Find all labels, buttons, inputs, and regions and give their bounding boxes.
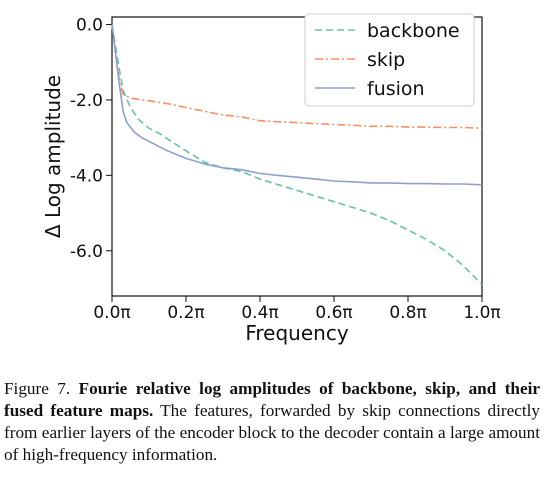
y-axis-ticks: 0.0 -2.0 -4.0 -6.0: [70, 16, 112, 262]
y-tick-label: 0.0: [76, 16, 103, 36]
x-tick-label: 0.4π: [241, 303, 278, 323]
chart-figure: 0.0π 0.2π 0.4π 0.6π 0.8π 1.0π 0.0 -2.0 -4.0 -6.0…: [41, 13, 501, 345]
line-chart: 0.0π 0.2π 0.4π 0.6π 0.8π 1.0π 0.0 -2.0 -4.0 -6.0…: [41, 13, 501, 345]
y-tick-label: -2.0: [70, 91, 103, 111]
legend-label-fusion: fusion: [367, 78, 425, 100]
series-line-skip: [111, 24, 483, 129]
caption-title: Fourie relative log amplitudes of backbo…: [4, 379, 541, 420]
x-axis-label: Frequency: [245, 321, 348, 345]
y-axis-label: Δ Log amplitude: [41, 75, 65, 238]
legend-label-skip: skip: [367, 49, 405, 71]
y-tick-label: -6.0: [70, 242, 103, 262]
caption-label: Figure 7.: [4, 379, 71, 398]
figure-caption: Figure 7. Fourie relative log amplitudes…: [4, 378, 540, 466]
series-line-fusion: [111, 24, 483, 186]
x-tick-label: 1.0π: [463, 303, 500, 323]
legend-box: [304, 13, 475, 107]
x-tick-label: 0.2π: [167, 303, 204, 323]
y-tick-label: -4.0: [70, 166, 103, 186]
legend-label-backbone: backbone: [367, 20, 460, 42]
x-axis-ticks: 0.0π 0.2π 0.4π 0.6π 0.8π 1.0π: [93, 296, 501, 323]
caption-body: The features, forwarded by skip connecti…: [4, 401, 540, 464]
legend: backbone skip fusion: [304, 13, 475, 107]
x-tick-label: 0.0π: [93, 303, 130, 323]
x-tick-label: 0.6π: [315, 303, 352, 323]
series-line-backbone: [111, 24, 483, 286]
series-lines: [111, 24, 483, 286]
x-tick-label: 0.8π: [389, 303, 426, 323]
plot-frame: [111, 16, 483, 297]
